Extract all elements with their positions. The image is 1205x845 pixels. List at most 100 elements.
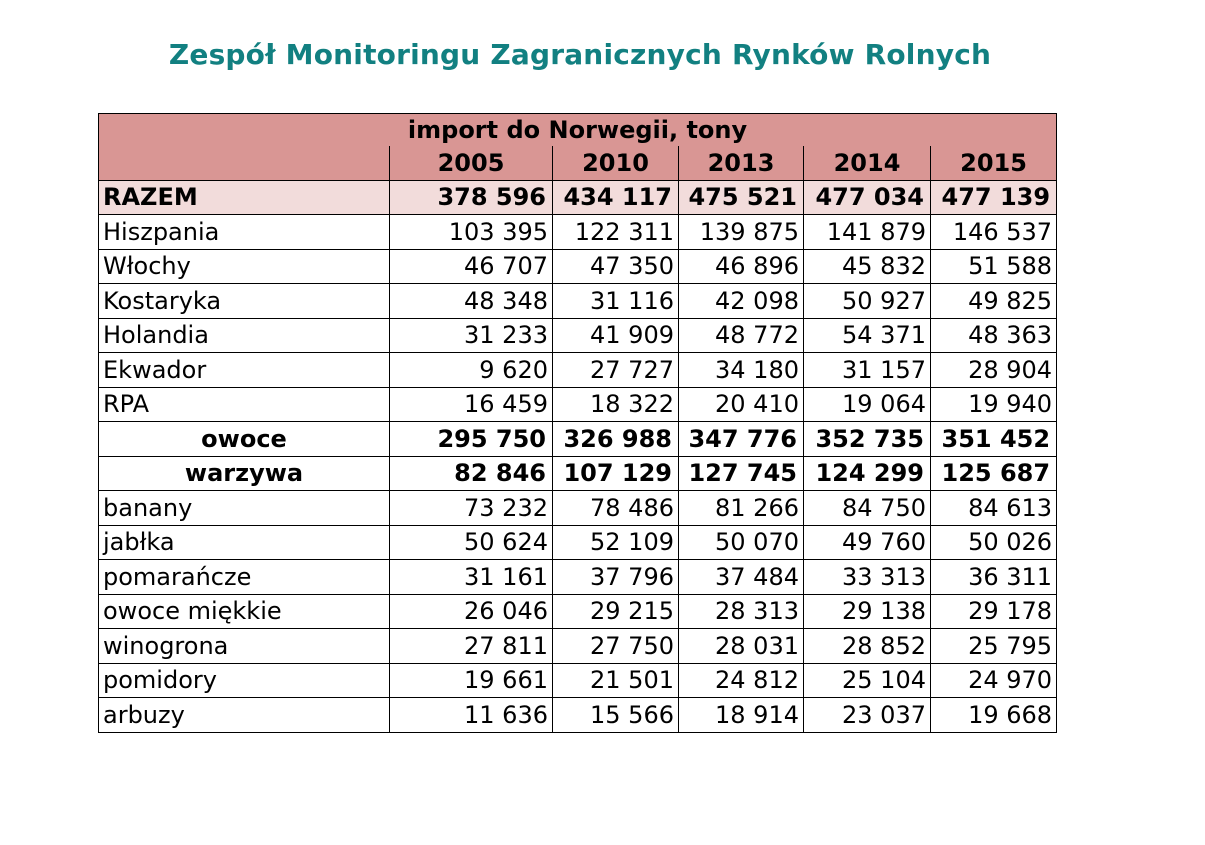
subtotal-row: owoce 295 750 326 988 347 776 352 735 35… xyxy=(98,421,1058,457)
cell-value: 34 180 xyxy=(678,352,804,388)
cell-value: 23 037 xyxy=(803,697,931,733)
row-label: pomidory xyxy=(98,662,390,698)
table-row: Ekwador 9 620 27 727 34 180 31 157 28 90… xyxy=(98,352,1058,388)
row-label: arbuzy xyxy=(98,697,390,733)
row-label: pomarańcze xyxy=(98,559,390,595)
cell-value: 46 707 xyxy=(389,248,553,284)
cell-value: 127 745 xyxy=(678,455,804,491)
cell-value: 141 879 xyxy=(803,214,931,250)
cell-value: 49 760 xyxy=(803,524,931,560)
table-row: banany 73 232 78 486 81 266 84 750 84 61… xyxy=(98,490,1058,526)
cell-value: 19 064 xyxy=(803,386,931,422)
cell-value: 51 588 xyxy=(929,248,1058,284)
row-label: Holandia xyxy=(98,317,390,353)
cell-value: 19 940 xyxy=(929,386,1058,422)
cell-value: 29 215 xyxy=(552,593,679,629)
cell-value: 434 117 xyxy=(552,179,679,215)
year-header: 2010 xyxy=(552,146,679,181)
cell-value: 477 034 xyxy=(803,179,931,215)
table-row: Kostaryka 48 348 31 116 42 098 50 927 49… xyxy=(98,283,1058,319)
row-label: banany xyxy=(98,490,390,526)
cell-value: 24 812 xyxy=(678,662,804,698)
row-label: winogrona xyxy=(98,628,390,664)
cell-value: 50 070 xyxy=(678,524,804,560)
cell-value: 25 104 xyxy=(803,662,931,698)
row-label: jabłka xyxy=(98,524,390,560)
cell-value: 48 363 xyxy=(929,317,1058,353)
cell-value: 139 875 xyxy=(678,214,804,250)
cell-value: 9 620 xyxy=(389,352,553,388)
cell-value: 37 796 xyxy=(552,559,679,595)
import-table: import do Norwegii, tony 2005 2010 2013 … xyxy=(97,113,1058,733)
cell-value: 18 914 xyxy=(678,697,804,733)
cell-value: 31 161 xyxy=(389,559,553,595)
cell-value: 48 348 xyxy=(389,283,553,319)
year-header: 2015 xyxy=(929,146,1058,181)
cell-value: 18 322 xyxy=(552,386,679,422)
cell-value: 378 596 xyxy=(389,179,553,215)
cell-value: 47 350 xyxy=(552,248,679,284)
cell-value: 326 988 xyxy=(552,421,679,457)
cell-value: 49 825 xyxy=(929,283,1058,319)
cell-value: 27 727 xyxy=(552,352,679,388)
table-row: Holandia 31 233 41 909 48 772 54 371 48 … xyxy=(98,317,1058,353)
cell-value: 21 501 xyxy=(552,662,679,698)
cell-value: 36 311 xyxy=(929,559,1058,595)
cell-value: 82 846 xyxy=(389,455,553,491)
cell-value: 125 687 xyxy=(929,455,1058,491)
cell-value: 37 484 xyxy=(678,559,804,595)
cell-value: 29 138 xyxy=(803,593,931,629)
table-row: arbuzy 11 636 15 566 18 914 23 037 19 66… xyxy=(98,697,1058,733)
row-label: Włochy xyxy=(98,248,390,284)
cell-value: 42 098 xyxy=(678,283,804,319)
cell-value: 16 459 xyxy=(389,386,553,422)
cell-value: 31 116 xyxy=(552,283,679,319)
cell-value: 25 795 xyxy=(929,628,1058,664)
cell-value: 28 313 xyxy=(678,593,804,629)
cell-value: 347 776 xyxy=(678,421,804,457)
table-caption: import do Norwegii, tony xyxy=(97,113,1058,146)
cell-value: 24 970 xyxy=(929,662,1058,698)
cell-value: 26 046 xyxy=(389,593,553,629)
cell-value: 52 109 xyxy=(552,524,679,560)
total-row: RAZEM 378 596 434 117 475 521 477 034 47… xyxy=(98,179,1058,215)
table-row: Włochy 46 707 47 350 46 896 45 832 51 58… xyxy=(98,248,1058,284)
cell-value: 29 178 xyxy=(929,593,1058,629)
row-label: Kostaryka xyxy=(98,283,390,319)
cell-value: 352 735 xyxy=(803,421,931,457)
cell-value: 84 750 xyxy=(803,490,931,526)
cell-value: 351 452 xyxy=(929,421,1058,457)
cell-value: 27 750 xyxy=(552,628,679,664)
row-label: owoce miękkie xyxy=(98,593,390,629)
year-header: 2005 xyxy=(389,146,553,181)
cell-value: 107 129 xyxy=(552,455,679,491)
row-label: RPA xyxy=(98,386,390,422)
cell-value: 146 537 xyxy=(929,214,1058,250)
cell-value: 124 299 xyxy=(803,455,931,491)
cell-value: 475 521 xyxy=(678,179,804,215)
cell-value: 45 832 xyxy=(803,248,931,284)
cell-value: 50 927 xyxy=(803,283,931,319)
cell-value: 11 636 xyxy=(389,697,553,733)
cell-value: 28 031 xyxy=(678,628,804,664)
cell-value: 477 139 xyxy=(929,179,1058,215)
cell-value: 15 566 xyxy=(552,697,679,733)
cell-value: 295 750 xyxy=(389,421,553,457)
cell-value: 31 157 xyxy=(803,352,931,388)
row-label: Ekwador xyxy=(98,352,390,388)
cell-value: 73 232 xyxy=(389,490,553,526)
cell-value: 78 486 xyxy=(552,490,679,526)
row-label: Hiszpania xyxy=(98,214,390,250)
year-header: 2013 xyxy=(678,146,804,181)
cell-value: 48 772 xyxy=(678,317,804,353)
table-row: owoce miękkie 26 046 29 215 28 313 29 13… xyxy=(98,593,1058,629)
cell-value: 50 624 xyxy=(389,524,553,560)
cell-value: 28 852 xyxy=(803,628,931,664)
table-row: Hiszpania 103 395 122 311 139 875 141 87… xyxy=(98,214,1058,250)
year-header: 2014 xyxy=(803,146,931,181)
cell-value: 46 896 xyxy=(678,248,804,284)
table-row: pomarańcze 31 161 37 796 37 484 33 313 3… xyxy=(98,559,1058,595)
cell-value: 19 661 xyxy=(389,662,553,698)
cell-value: 20 410 xyxy=(678,386,804,422)
cell-value: 54 371 xyxy=(803,317,931,353)
